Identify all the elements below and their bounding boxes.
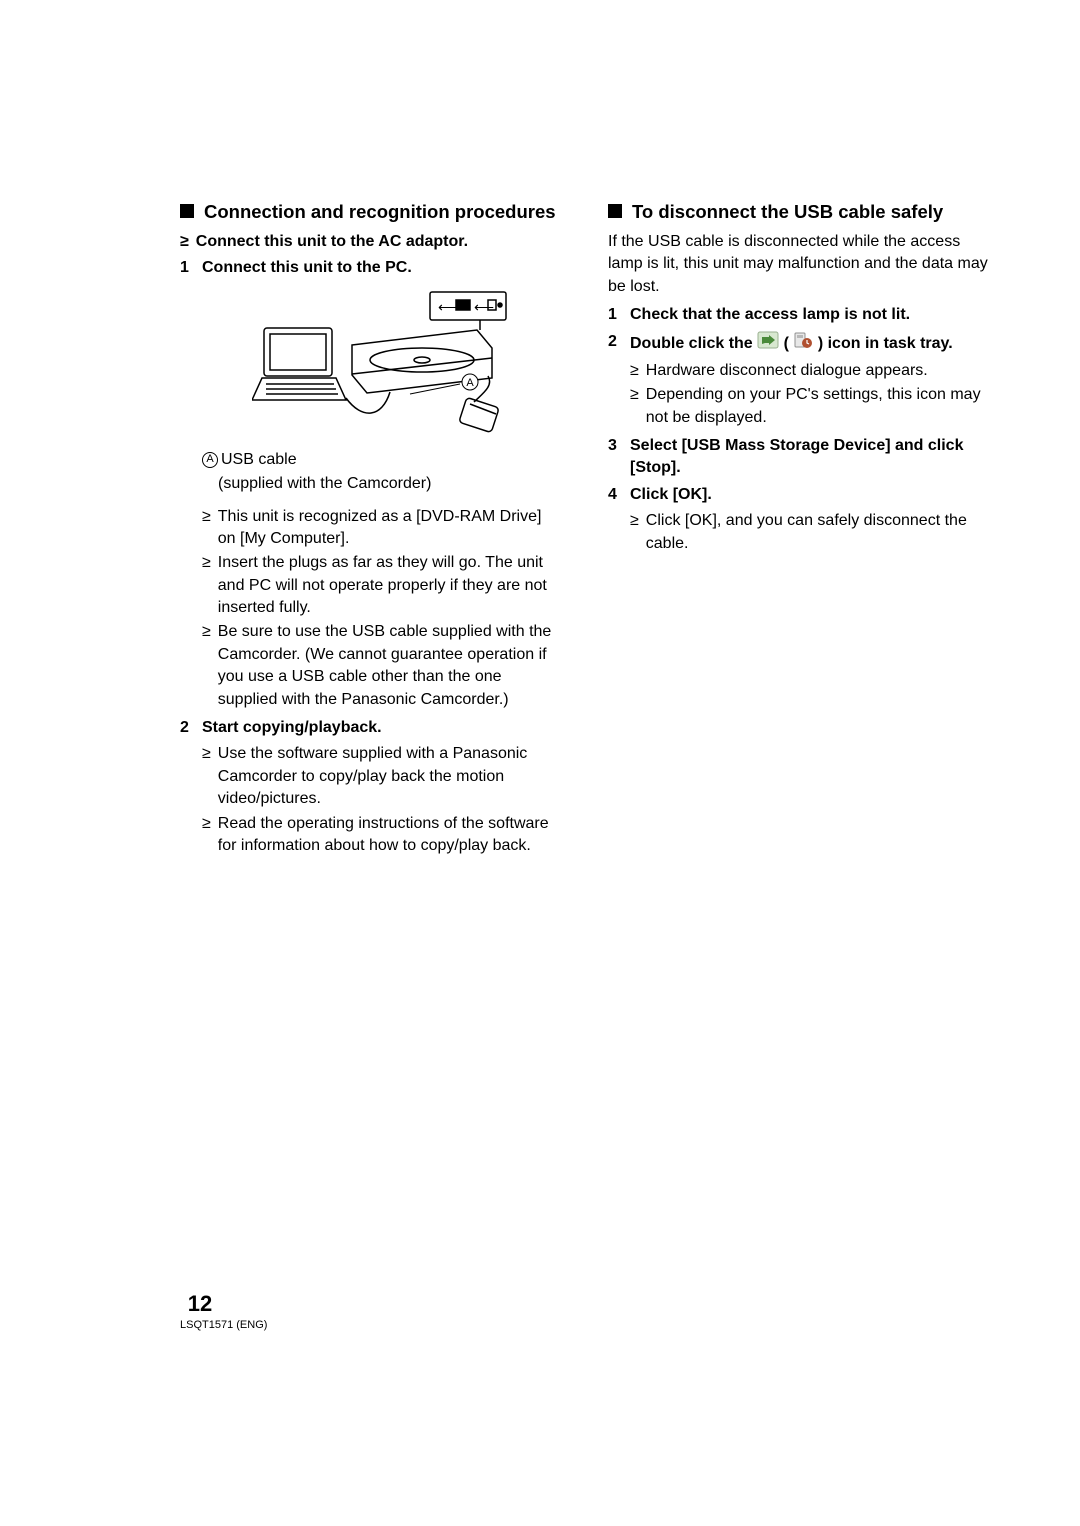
r-step4-bullets: ≥Click [OK], and you can safely disconne…	[630, 510, 990, 555]
list-item: ≥Depending on your PC's settings, this i…	[630, 384, 990, 429]
square-bullet-icon	[180, 204, 194, 218]
step-text: Click [OK].	[630, 484, 990, 506]
bullet-dot-icon: ≥	[180, 231, 189, 253]
intro-bullet: ≥ Connect this unit to the AC adaptor.	[180, 231, 562, 253]
step-number: 4	[608, 484, 630, 506]
list-item: ≥Click [OK], and you can safely disconne…	[630, 510, 990, 555]
figure-caption-sub: (supplied with the Camcorder)	[218, 473, 562, 495]
section-heading-left: Connection and recognition procedures	[180, 200, 562, 225]
page-content: Connection and recognition procedures ≥ …	[0, 0, 1080, 923]
step2-part-a: Double click the	[630, 334, 757, 351]
safely-remove-green-icon	[757, 331, 779, 356]
list-item: ≥This unit is recognized as a [DVD-RAM D…	[202, 506, 562, 551]
step-text: Select [USB Mass Storage Device] and cli…	[630, 435, 990, 480]
step2-part-c: ) icon in task tray.	[818, 334, 953, 351]
r-step-3: 3 Select [USB Mass Storage Device] and c…	[608, 435, 990, 480]
bullet-dot-icon: ≥	[202, 813, 211, 858]
heading-text: To disconnect the USB cable safely	[632, 200, 943, 225]
bullet-dot-icon: ≥	[630, 360, 639, 382]
section-heading-right: To disconnect the USB cable safely	[608, 200, 990, 225]
r-step-2: 2 Double click the (	[608, 331, 990, 356]
step2-bullets: ≥Use the software supplied with a Panaso…	[202, 743, 562, 857]
r-step-4: 4 Click [OK].	[608, 484, 990, 506]
connection-figure: ⟵ ⟵ A	[202, 290, 562, 445]
step-text: Double click the ( ) i	[630, 331, 990, 356]
step1-bullets: ≥This unit is recognized as a [DVD-RAM D…	[202, 506, 562, 712]
step-number: 1	[608, 304, 630, 326]
list-item: ≥Read the operating instructions of the …	[202, 813, 562, 858]
step-number: 1	[180, 257, 202, 279]
step-text: Connect this unit to the PC.	[202, 257, 562, 279]
right-intro: If the USB cable is disconnected while t…	[608, 231, 990, 298]
step-number: 2	[608, 331, 630, 356]
intro-bullet-text: Connect this unit to the AC adaptor.	[196, 231, 468, 253]
step-number: 3	[608, 435, 630, 480]
square-bullet-icon	[608, 204, 622, 218]
left-column: Connection and recognition procedures ≥ …	[180, 200, 570, 863]
svg-text:A: A	[466, 377, 474, 389]
document-id: LSQT1571 (ENG)	[180, 1319, 267, 1331]
step-1: 1 Connect this unit to the PC.	[180, 257, 562, 279]
list-item: ≥Use the software supplied with a Panaso…	[202, 743, 562, 810]
caption-text: USB cable	[221, 449, 297, 471]
heading-text: Connection and recognition procedures	[204, 200, 556, 225]
callout-a-icon: A	[202, 452, 218, 468]
right-column: To disconnect the USB cable safely If th…	[600, 200, 990, 863]
bullet-dot-icon: ≥	[202, 552, 211, 619]
list-item: ≥Hardware disconnect dialogue appears.	[630, 360, 990, 382]
step-text: Start copying/playback.	[202, 717, 562, 739]
page-footer: 12 LSQT1571 (ENG)	[180, 1291, 267, 1331]
step-number: 2	[180, 717, 202, 739]
bullet-dot-icon: ≥	[630, 510, 639, 555]
list-item: ≥Insert the plugs as far as they will go…	[202, 552, 562, 619]
figure-caption: A USB cable	[202, 449, 562, 471]
connection-diagram-icon: ⟵ ⟵ A	[252, 290, 512, 440]
step-2: 2 Start copying/playback.	[180, 717, 562, 739]
list-item: ≥Be sure to use the USB cable supplied w…	[202, 621, 562, 711]
step2-part-b: (	[784, 334, 794, 351]
svg-text:⟵: ⟵	[438, 299, 458, 315]
page-number: 12	[180, 1291, 220, 1317]
safely-remove-red-icon	[793, 331, 813, 356]
bullet-dot-icon: ≥	[202, 743, 211, 810]
svg-text:⟵: ⟵	[474, 299, 494, 315]
r-step-1: 1 Check that the access lamp is not lit.	[608, 304, 990, 326]
bullet-dot-icon: ≥	[202, 506, 211, 551]
step-text: Check that the access lamp is not lit.	[630, 304, 990, 326]
bullet-dot-icon: ≥	[630, 384, 639, 429]
bullet-dot-icon: ≥	[202, 621, 211, 711]
r-step2-bullets: ≥Hardware disconnect dialogue appears. ≥…	[630, 360, 990, 429]
